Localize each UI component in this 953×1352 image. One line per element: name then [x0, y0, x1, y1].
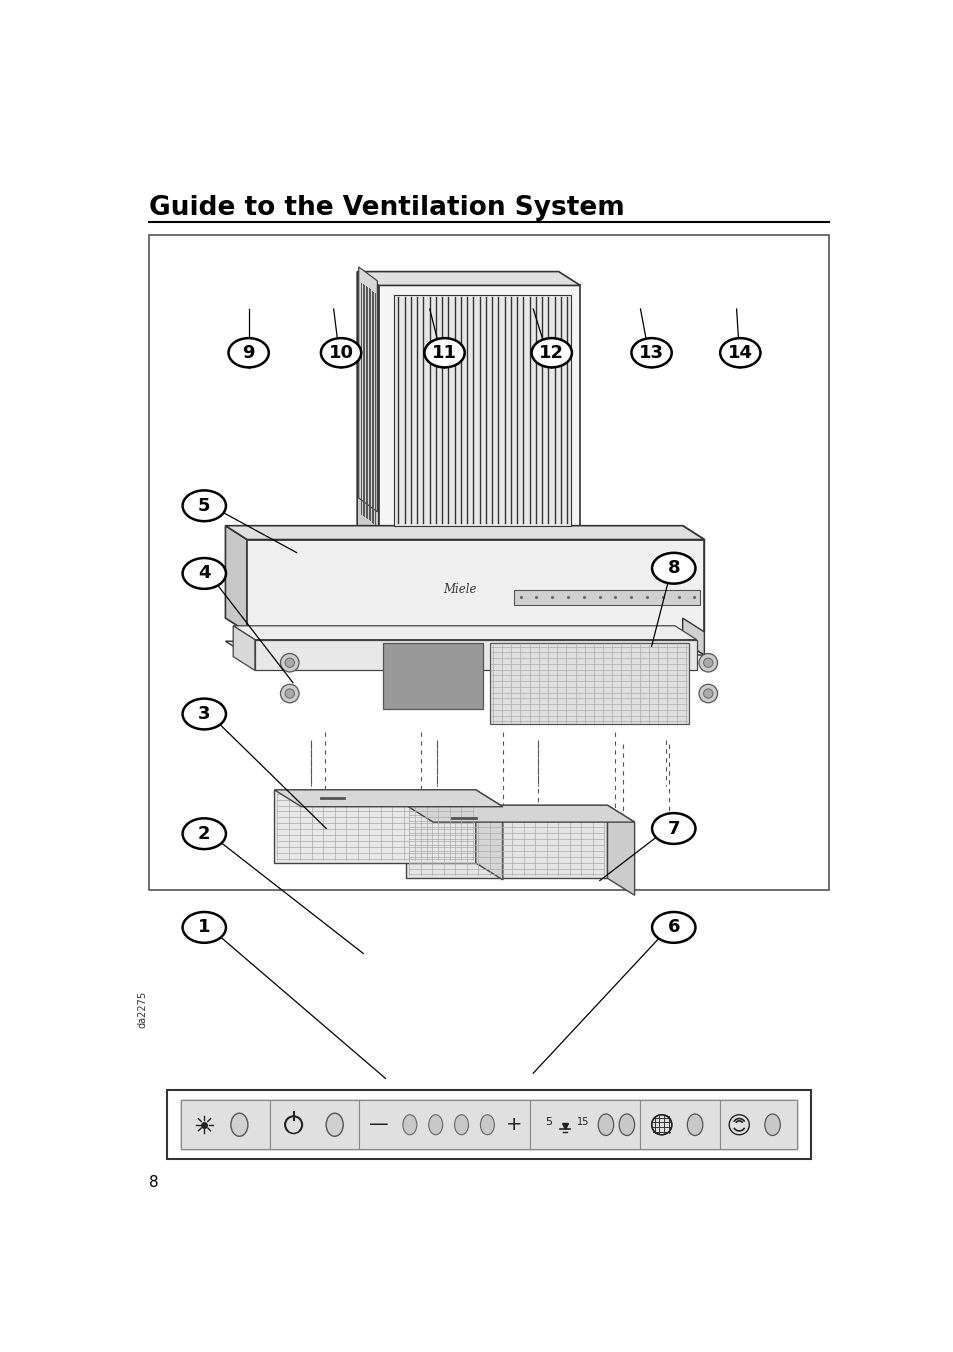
Polygon shape [356, 272, 378, 539]
Bar [639, 1101, 720, 1149]
Text: 12: 12 [538, 343, 563, 362]
Bar [359, 1101, 530, 1149]
Ellipse shape [686, 1114, 702, 1136]
Circle shape [285, 658, 294, 668]
Text: 7: 7 [667, 819, 679, 837]
Circle shape [280, 653, 298, 672]
Text: +: + [506, 1115, 522, 1134]
Polygon shape [356, 272, 579, 285]
Bar [181, 1101, 797, 1149]
Ellipse shape [182, 558, 226, 589]
Bar [394, 295, 571, 526]
Circle shape [280, 684, 298, 703]
Polygon shape [406, 806, 634, 822]
Text: 9: 9 [242, 343, 254, 362]
Ellipse shape [182, 699, 226, 729]
Text: 3: 3 [198, 704, 211, 723]
Polygon shape [274, 790, 476, 863]
Ellipse shape [229, 338, 269, 368]
Bar [270, 1101, 359, 1149]
Ellipse shape [618, 1114, 634, 1136]
Polygon shape [358, 266, 377, 512]
Ellipse shape [598, 1114, 613, 1136]
Text: 6: 6 [667, 918, 679, 937]
Ellipse shape [182, 818, 226, 849]
Ellipse shape [402, 1115, 416, 1134]
Text: 13: 13 [639, 343, 663, 362]
Text: 8: 8 [667, 560, 679, 577]
Bar [181, 1101, 270, 1149]
Bar [530, 1101, 639, 1149]
Bar [382, 644, 483, 708]
Circle shape [703, 658, 712, 668]
Text: 8: 8 [149, 1175, 158, 1190]
Ellipse shape [320, 338, 361, 368]
Bar [149, 235, 828, 890]
Polygon shape [274, 790, 502, 807]
Ellipse shape [720, 338, 760, 368]
Polygon shape [406, 806, 607, 879]
Ellipse shape [480, 1115, 494, 1134]
Polygon shape [225, 526, 247, 631]
Ellipse shape [764, 1114, 780, 1136]
Polygon shape [247, 539, 703, 631]
Polygon shape [378, 285, 579, 539]
Ellipse shape [631, 338, 671, 368]
Ellipse shape [182, 913, 226, 942]
Polygon shape [233, 626, 696, 639]
Circle shape [285, 690, 294, 698]
Text: 10: 10 [328, 343, 354, 362]
Ellipse shape [428, 1115, 442, 1134]
Polygon shape [225, 526, 703, 539]
Text: Miele: Miele [443, 583, 476, 596]
Text: 1: 1 [198, 918, 211, 937]
Text: 4: 4 [198, 564, 211, 583]
Ellipse shape [454, 1115, 468, 1134]
Circle shape [699, 684, 717, 703]
Circle shape [699, 653, 717, 672]
Bar [514, 589, 700, 604]
Ellipse shape [424, 338, 464, 368]
Polygon shape [682, 618, 703, 654]
Polygon shape [225, 641, 703, 654]
Bar [720, 1101, 797, 1149]
Text: 15: 15 [576, 1117, 588, 1126]
Ellipse shape [182, 491, 226, 521]
Text: 2: 2 [198, 825, 211, 842]
Text: Guide to the Ventilation System: Guide to the Ventilation System [149, 195, 624, 220]
Ellipse shape [652, 553, 695, 584]
Text: 14: 14 [727, 343, 752, 362]
Ellipse shape [326, 1113, 343, 1136]
Circle shape [703, 690, 712, 698]
Text: 5: 5 [544, 1117, 552, 1126]
Ellipse shape [652, 813, 695, 844]
Bar [167, 1090, 810, 1160]
Polygon shape [254, 639, 696, 671]
Ellipse shape [652, 913, 695, 942]
Polygon shape [682, 526, 703, 631]
Polygon shape [607, 806, 634, 895]
Polygon shape [233, 626, 254, 671]
Bar [489, 644, 688, 725]
Ellipse shape [231, 1113, 248, 1136]
Text: da2275: da2275 [137, 991, 148, 1028]
Ellipse shape [531, 338, 571, 368]
Text: 11: 11 [432, 343, 456, 362]
Text: 5: 5 [198, 496, 211, 515]
Polygon shape [476, 790, 502, 880]
Text: —: — [369, 1115, 388, 1134]
